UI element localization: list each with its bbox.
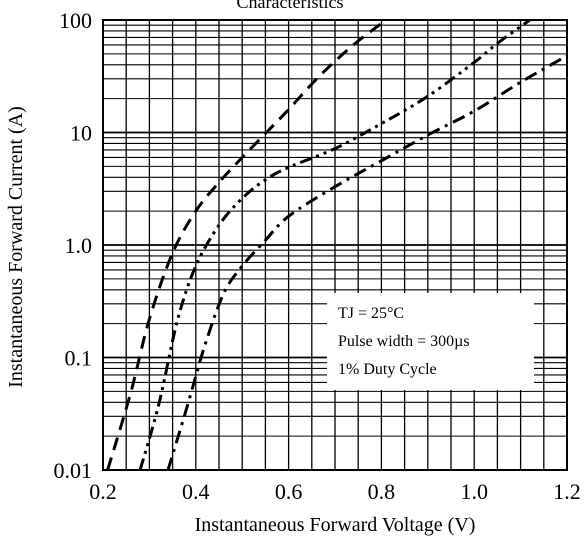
plot-frame [102,19,568,471]
x-tick-label: 1.0 [460,479,488,504]
y-tick-label: 1.0 [65,233,93,258]
series-line-3 [166,54,568,471]
y-tick-label: 100 [59,8,92,33]
y-axis-label: Instantaneous Forward Current (A) [5,106,27,388]
annotation-duty-cycle: 1% Duty Cycle [338,361,437,378]
x-tick-label: 0.4 [182,479,210,504]
series-layer [106,18,568,471]
grid-layer [102,19,568,471]
x-tick-labels: 0.2 0.4 0.6 0.8 1.0 1.2 [89,479,581,504]
y-tick-labels: 0.01 0.1 1.0 10 100 [54,8,93,483]
x-tick-label: 0.2 [89,479,117,504]
annotation-box-background [327,293,534,390]
conditions-annotation-box: TJ = 25°C Pulse width = 300µs 1% Duty Cy… [327,293,534,390]
x-axis-label: Instantaneous Forward Voltage (V) [195,514,476,536]
x-tick-label: 0.6 [275,479,303,504]
x-tick-label: 0.8 [368,479,396,504]
x-tick-label: 1.2 [553,479,581,504]
series-line-2 [138,18,531,471]
annotation-tj: TJ = 25°C [338,305,404,322]
y-tick-label: 0.01 [54,458,93,483]
series-line-1 [106,18,387,471]
annotation-pulse-width: Pulse width = 300µs [338,333,470,350]
y-tick-label: 0.1 [65,346,93,371]
chart-title: Characteristics [237,0,344,12]
y-tick-label: 10 [70,121,92,146]
